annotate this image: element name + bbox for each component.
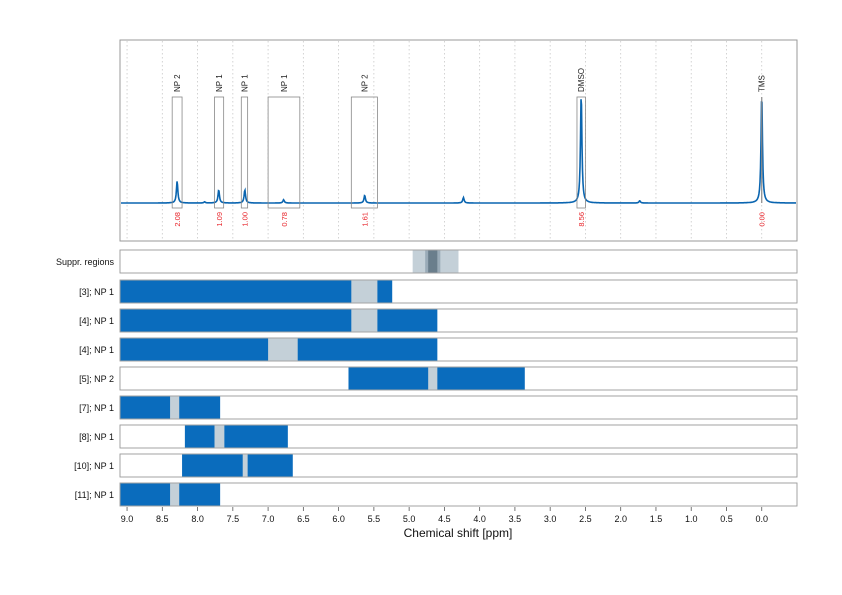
x-tick-label: 5.5 bbox=[368, 514, 381, 524]
peak-label: NP 2 bbox=[360, 74, 369, 92]
rows-panel: Suppr. regions [3]; NP 1 [4]; NP 1 [4]; NP … bbox=[56, 249, 798, 507]
x-tick-label: 1.5 bbox=[650, 514, 663, 524]
x-tick-label: 6.0 bbox=[332, 514, 345, 524]
row-label: [4]; NP 1 bbox=[79, 316, 114, 326]
peak-region-box bbox=[267, 96, 301, 209]
peak-integral: 1.09 bbox=[215, 212, 224, 227]
row-frame bbox=[119, 424, 798, 449]
row-label: Suppr. regions bbox=[56, 257, 115, 267]
peak-label: DMSO bbox=[577, 68, 586, 92]
coverage-gap bbox=[351, 309, 378, 332]
x-tick-label: 6.5 bbox=[297, 514, 310, 524]
coverage-gap bbox=[268, 338, 298, 361]
row-label: [8]; NP 1 bbox=[79, 432, 114, 442]
peak-label: NP 2 bbox=[173, 74, 182, 92]
x-tick-label: 7.0 bbox=[262, 514, 275, 524]
coverage-gap bbox=[170, 396, 180, 419]
peak-region-box bbox=[576, 96, 586, 209]
peak-label: TMS bbox=[758, 75, 767, 92]
row-label: [10]; NP 1 bbox=[74, 461, 114, 471]
row-frame bbox=[119, 482, 798, 507]
peak-integral: 1.00 bbox=[240, 212, 249, 227]
peak-region-box bbox=[350, 96, 378, 209]
x-tick-label: 0.0 bbox=[755, 514, 768, 524]
x-tick-label: 8.5 bbox=[156, 514, 169, 524]
x-tick-label: 0.5 bbox=[720, 514, 733, 524]
x-tick-label: 7.5 bbox=[227, 514, 240, 524]
x-tick-label: 4.0 bbox=[473, 514, 486, 524]
coverage-gap bbox=[170, 483, 180, 506]
row-label: [3]; NP 1 bbox=[79, 287, 114, 297]
x-tick-label: 3.5 bbox=[509, 514, 522, 524]
coverage-bar bbox=[182, 454, 293, 477]
peak-label: NP 1 bbox=[215, 74, 224, 92]
coverage-gap bbox=[242, 454, 248, 477]
peak-integral: 0.00 bbox=[758, 212, 767, 227]
x-axis-label: Chemical shift [ppm] bbox=[404, 526, 513, 540]
peak-region-box bbox=[240, 96, 249, 209]
row-label: [11]; NP 1 bbox=[75, 490, 114, 500]
peak-integral: 0.78 bbox=[280, 212, 289, 227]
x-tick-label: 8.0 bbox=[191, 514, 204, 524]
x-axis: 9.0 8.5 8.0 7.5 7.0 6.5 6.0 5.5 5.0 4.5 4.0 3.5 3.0 2… bbox=[121, 507, 768, 524]
peak-integral: 1.61 bbox=[360, 212, 369, 227]
peak-region-box bbox=[214, 96, 225, 209]
peak-region-box bbox=[171, 96, 183, 209]
x-tick-label: 4.5 bbox=[438, 514, 451, 524]
coverage-bar bbox=[184, 425, 288, 448]
coverage-gap bbox=[351, 280, 378, 303]
row-frame bbox=[119, 395, 798, 420]
coverage-bar bbox=[120, 280, 393, 303]
x-tick-label: 2.5 bbox=[579, 514, 592, 524]
coverage-bar bbox=[120, 309, 438, 332]
spectrum-panel bbox=[119, 39, 798, 242]
coverage-gap bbox=[428, 367, 438, 390]
peak-integral: 8.56 bbox=[577, 212, 586, 227]
peak-label: NP 1 bbox=[280, 74, 289, 92]
row-label: [7]; NP 1 bbox=[79, 403, 114, 413]
grid-lines bbox=[126, 41, 763, 240]
x-tick-label: 1.0 bbox=[685, 514, 698, 524]
suppressed-region-core bbox=[428, 250, 438, 273]
spectrum-line bbox=[121, 99, 796, 204]
peak-label: NP 1 bbox=[240, 74, 249, 92]
x-tick-label: 9.0 bbox=[121, 514, 134, 524]
peak-integral: 2.08 bbox=[173, 212, 182, 227]
row-label: [4]; NP 1 bbox=[79, 345, 114, 355]
spectrum-panel-content: NP 2 2.08 NP 1 1.09 NP 1 1.00 NP 1 0.78 NP 2 1.61… bbox=[121, 68, 796, 227]
x-tick-label: 2.0 bbox=[614, 514, 627, 524]
row-label: [5]; NP 2 bbox=[79, 374, 114, 384]
x-tick-label: 3.0 bbox=[544, 514, 557, 524]
x-tick-label: 5.0 bbox=[403, 514, 416, 524]
coverage-gap bbox=[214, 425, 225, 448]
